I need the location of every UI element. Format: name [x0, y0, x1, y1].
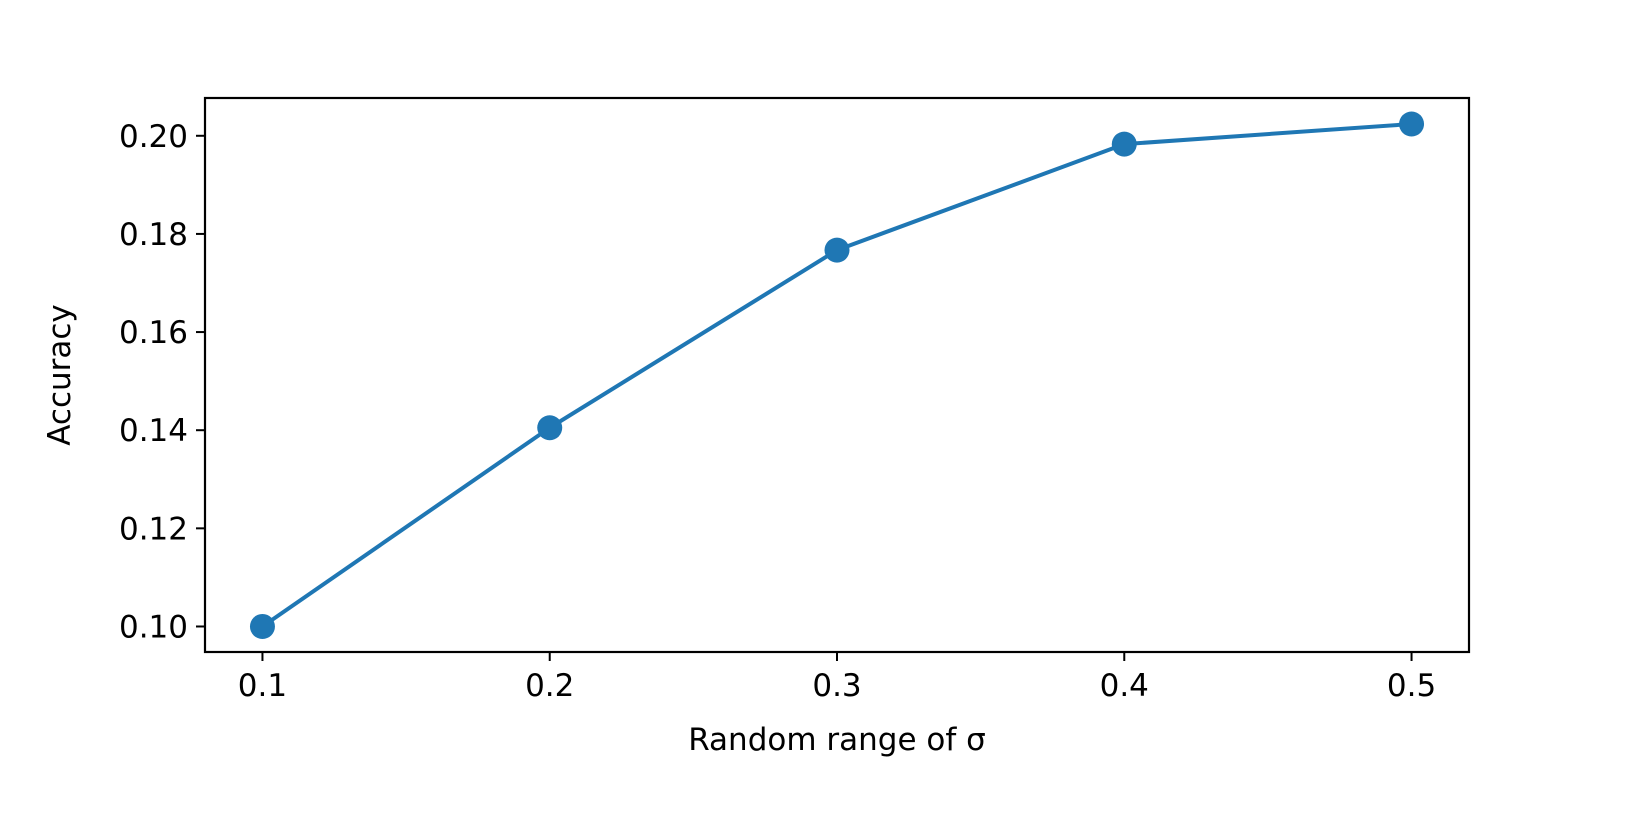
x-axis: 0.1 0.2 0.3 0.4 0.5 [238, 652, 1436, 704]
data-point [824, 237, 850, 263]
x-tick-label: 0.4 [1100, 668, 1149, 704]
x-tick-label: 0.5 [1387, 668, 1436, 704]
data-point [1399, 111, 1425, 137]
x-tick-label: 0.2 [525, 668, 574, 704]
x-axis-label: Random range of σ [688, 722, 986, 758]
y-axis: 0.10 0.12 0.14 0.16 0.18 0.20 [119, 119, 205, 645]
y-tick-label: 0.16 [119, 315, 188, 351]
x-tick-label: 0.3 [812, 668, 861, 704]
data-point [537, 415, 563, 441]
y-tick-label: 0.20 [119, 119, 188, 155]
y-axis-label: Accuracy [42, 304, 78, 446]
data-point [249, 613, 275, 639]
y-tick-label: 0.14 [119, 413, 188, 449]
y-tick-label: 0.18 [119, 217, 188, 253]
y-tick-label: 0.12 [119, 511, 188, 547]
data-point [1111, 131, 1137, 157]
series-layer [249, 111, 1425, 639]
y-tick-label: 0.10 [119, 609, 188, 645]
x-tick-label: 0.1 [238, 668, 287, 704]
